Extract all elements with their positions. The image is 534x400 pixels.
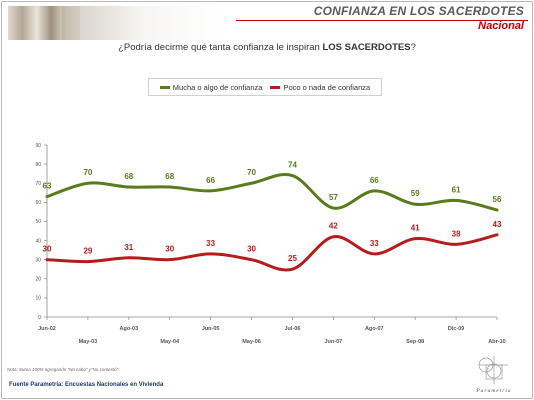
data-label: 38 (452, 229, 461, 238)
legend-item-poco: Poco o nada de confianza (270, 83, 370, 92)
data-label: 66 (206, 176, 215, 185)
data-label: 70 (247, 168, 256, 177)
data-label: 61 (452, 185, 461, 194)
x-tick-label: Jun-07 (324, 339, 342, 345)
question-prefix: ¿Podría decirme qué tanta confianza le i… (118, 42, 323, 53)
data-label: 33 (370, 239, 379, 248)
source-text: Fuente Parametría: Encuestas Nacionales … (9, 382, 164, 388)
y-tick-label: 40 (35, 238, 41, 244)
data-label: 56 (493, 195, 502, 204)
page-subtitle: Nacional (478, 20, 524, 32)
data-label: 41 (411, 224, 420, 233)
y-tick-label: 10 (35, 296, 41, 302)
parametria-logo: Parametría (475, 356, 511, 394)
parametria-wordmark: Parametría (475, 388, 511, 394)
y-tick-label: 60 (35, 200, 41, 206)
x-tick-label: Jun-05 (202, 326, 220, 332)
footnote: Nota: Suma 100% agregando "No sabe" y"No… (7, 367, 120, 372)
title-underline (236, 20, 528, 21)
x-tick-label: Ago-07 (365, 326, 384, 332)
data-label: 59 (411, 189, 420, 198)
x-tick-label: Dic-09 (448, 326, 465, 332)
header-banner (2, 2, 530, 40)
x-tick-label: May-06 (242, 339, 261, 345)
series-line-poco (45, 233, 499, 272)
x-tick-label: Sep-08 (406, 339, 424, 345)
y-tick-label: 0 (38, 315, 41, 321)
legend-item-mucha: Mucha o algo de confianza (159, 82, 263, 92)
data-label: 42 (329, 222, 338, 231)
y-tick-label: 50 (35, 219, 41, 225)
data-label: 74 (288, 161, 297, 170)
x-tick-label: Jun-02 (38, 326, 56, 332)
data-label: 43 (493, 220, 502, 229)
y-tick-label: 80 (35, 162, 41, 168)
legend-swatch-green (159, 85, 170, 89)
data-label: 30 (43, 245, 52, 254)
data-label: 31 (124, 243, 133, 252)
legend-swatch-red (270, 85, 281, 89)
question-emphasis: LOS SACERDOTES (322, 42, 411, 53)
page-title: CONFIANZA EN LOS SACERDOTES (313, 4, 524, 18)
y-tick-label: 20 (35, 277, 41, 283)
question-suffix: ? (410, 42, 416, 53)
data-label: 66 (370, 176, 379, 185)
chart-legend: Mucha o algo de confianza Poco o nada de… (148, 78, 382, 96)
data-label: 70 (83, 168, 92, 177)
data-label: 25 (288, 254, 297, 263)
data-label: 68 (165, 172, 174, 181)
data-label: 30 (247, 245, 256, 254)
x-tick-label: Ago-03 (119, 326, 138, 332)
x-tick-label: May-04 (160, 339, 180, 345)
x-tick-label: May-03 (79, 339, 98, 345)
y-tick-label: 30 (35, 257, 41, 263)
series-line-mucha (45, 173, 499, 212)
header-photo-fade (62, 6, 222, 40)
data-label: 29 (83, 247, 92, 256)
data-label: 33 (206, 239, 215, 248)
survey-question: ¿Podría decirme qué tanta confianza le i… (0, 42, 534, 53)
x-tick-label: Jul-06 (285, 326, 301, 332)
legend-label-mucha: Mucha o algo de confianza (172, 82, 263, 92)
legend-label-poco: Poco o nada de confianza (283, 82, 371, 92)
data-label: 57 (329, 193, 338, 202)
y-tick-label: 70 (35, 181, 41, 187)
y-tick-label: 90 (35, 143, 41, 149)
data-label: 63 (43, 182, 52, 191)
x-tick-label: Abr-10 (488, 339, 505, 345)
data-label: 30 (165, 245, 174, 254)
data-label: 68 (124, 172, 133, 181)
